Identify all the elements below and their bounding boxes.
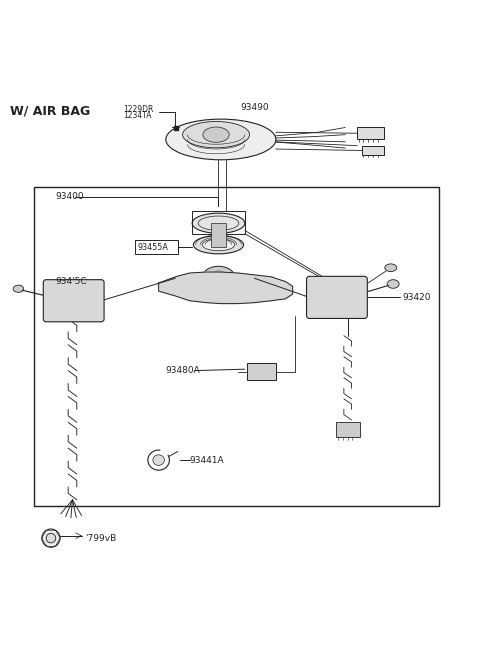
Bar bbox=[68, 292, 81, 310]
FancyBboxPatch shape bbox=[43, 280, 104, 322]
Polygon shape bbox=[158, 272, 293, 304]
Ellipse shape bbox=[208, 271, 228, 285]
Bar bbox=[362, 146, 384, 155]
Bar bbox=[336, 422, 360, 437]
Bar bbox=[192, 211, 245, 234]
Text: 93490: 93490 bbox=[240, 103, 269, 112]
Ellipse shape bbox=[387, 280, 399, 288]
Ellipse shape bbox=[192, 213, 245, 233]
Ellipse shape bbox=[202, 238, 235, 251]
Text: 93455A: 93455A bbox=[137, 242, 168, 252]
Text: W/ AIR BAG: W/ AIR BAG bbox=[10, 104, 91, 117]
Text: 93400: 93400 bbox=[56, 193, 84, 202]
FancyBboxPatch shape bbox=[307, 277, 367, 319]
Bar bbox=[314, 290, 326, 305]
Ellipse shape bbox=[46, 533, 56, 543]
Ellipse shape bbox=[385, 264, 397, 271]
Text: 934'5C: 934'5C bbox=[56, 277, 87, 286]
Ellipse shape bbox=[214, 275, 223, 281]
Ellipse shape bbox=[203, 127, 229, 143]
Text: 1234TA: 1234TA bbox=[123, 111, 151, 120]
Bar bbox=[34, 187, 439, 506]
Text: 93420: 93420 bbox=[403, 293, 431, 302]
Ellipse shape bbox=[193, 236, 243, 254]
Text: '799vB: '799vB bbox=[85, 533, 117, 543]
Text: 93441A: 93441A bbox=[190, 455, 224, 464]
Bar bbox=[135, 240, 178, 254]
Ellipse shape bbox=[166, 119, 276, 160]
Ellipse shape bbox=[202, 266, 235, 290]
Bar bbox=[211, 223, 226, 247]
Ellipse shape bbox=[182, 122, 250, 148]
Text: 93480A: 93480A bbox=[166, 366, 201, 375]
Ellipse shape bbox=[153, 455, 164, 465]
Bar bbox=[357, 127, 384, 139]
Bar bbox=[247, 363, 276, 380]
Text: 1229DR: 1229DR bbox=[123, 105, 153, 114]
Ellipse shape bbox=[42, 529, 60, 547]
Ellipse shape bbox=[13, 285, 24, 292]
